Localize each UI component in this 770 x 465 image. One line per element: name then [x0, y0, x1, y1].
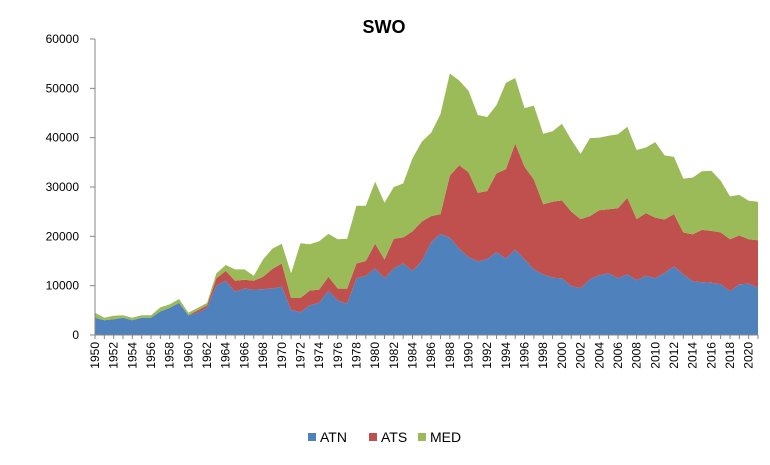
legend-label-med: MED	[430, 429, 461, 445]
y-tick-label: 0	[72, 328, 79, 342]
x-tick-label: 1986	[424, 342, 438, 369]
x-tick-label: 1966	[237, 342, 251, 369]
x-tick-label: 1992	[480, 342, 494, 369]
x-tick-label: 1972	[293, 342, 307, 369]
x-tick-label: 1984	[405, 342, 419, 369]
x-tick-label: 1954	[125, 342, 139, 369]
x-tick-label: 1996	[518, 342, 532, 369]
x-tick-label: 2012	[667, 342, 681, 369]
area-atn	[95, 233, 758, 335]
x-tick-label: 1998	[536, 342, 550, 369]
x-tick-label: 1958	[163, 342, 177, 369]
y-tick-label: 10000	[46, 279, 80, 293]
legend: ATN ATS MED	[308, 429, 461, 445]
x-tick-label: 1956	[144, 342, 158, 369]
x-tick-label: 2010	[648, 342, 662, 369]
x-tick-label: 1968	[256, 342, 270, 369]
y-tick-label: 30000	[46, 180, 80, 194]
x-tick-label: 1990	[462, 342, 476, 369]
x-tick-label: 2020	[742, 342, 756, 369]
y-axis: 0 10000 20000 30000 40000 50000 60000	[46, 32, 96, 342]
x-tick-label: 1970	[275, 342, 289, 369]
x-tick-label: 1976	[331, 342, 345, 369]
y-tick-label: 50000	[46, 81, 80, 95]
y-tick-label: 20000	[46, 229, 80, 243]
area-med	[95, 73, 758, 321]
x-tick-label: 2002	[574, 342, 588, 369]
x-tick-label: 2000	[555, 342, 569, 369]
x-tick-label: 1978	[349, 342, 363, 369]
x-tick-label: 1964	[219, 342, 233, 369]
x-tick-label: 2004	[592, 342, 606, 369]
x-tick-label: 1994	[499, 342, 513, 369]
x-tick-label: 1974	[312, 342, 326, 369]
x-tick-label: 1980	[368, 342, 382, 369]
y-tick-label: 40000	[46, 131, 80, 145]
x-tick-label: 1960	[181, 342, 195, 369]
x-tick-label: 2018	[723, 342, 737, 369]
chart-title: SWO	[363, 17, 406, 37]
x-tick-label: 1982	[387, 342, 401, 369]
area-series-group	[95, 73, 758, 335]
legend-swatch-atn	[308, 433, 316, 441]
y-tick-label: 60000	[46, 32, 80, 46]
x-tick-label: 2008	[630, 342, 644, 369]
x-tick-label: 2006	[611, 342, 625, 369]
legend-label-atn: ATN	[320, 429, 347, 445]
legend-swatch-med	[418, 433, 426, 441]
area-ats	[95, 143, 758, 321]
x-tick-label: 1988	[443, 342, 457, 369]
legend-swatch-ats	[369, 433, 377, 441]
x-axis: 1950 1952 1954 1956 1958 1960 1962 1964 1966 1968…	[88, 334, 759, 369]
x-tick-label: 1952	[107, 342, 121, 369]
x-tick-label: 2014	[686, 342, 700, 369]
x-tick-label: 1950	[88, 342, 102, 369]
legend-label-ats: ATS	[381, 429, 407, 445]
x-tick-label: 2016	[704, 342, 718, 369]
x-tick-label: 1962	[200, 342, 214, 369]
